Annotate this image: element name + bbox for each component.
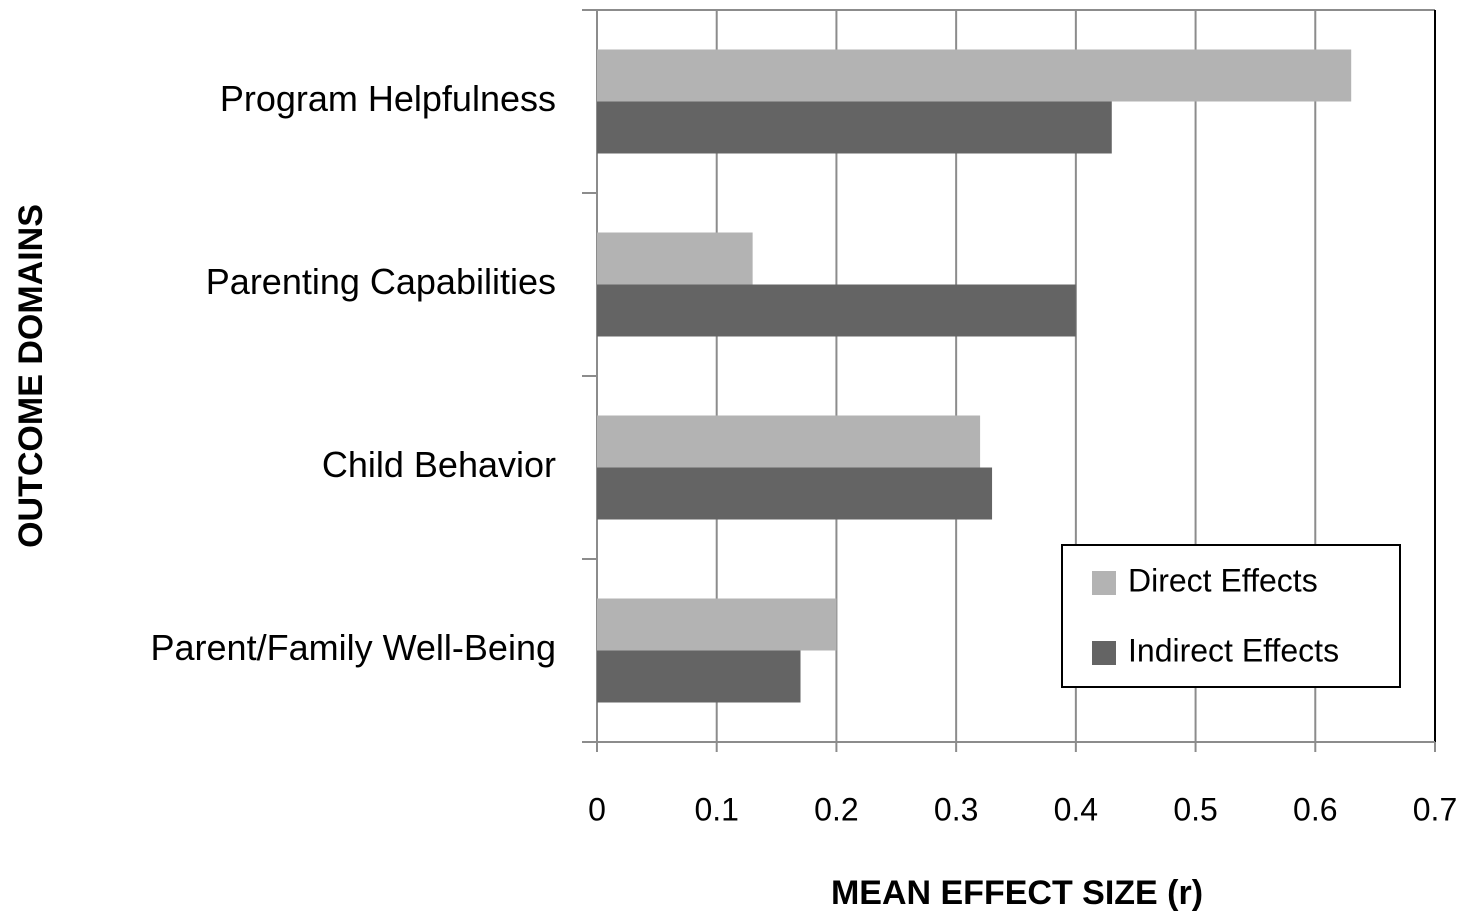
bar [597, 467, 993, 520]
x-tick-label: 0.3 [934, 791, 978, 827]
bar [597, 232, 753, 285]
x-tick-label: 0 [588, 791, 606, 827]
legend-label: Direct Effects [1128, 562, 1318, 598]
x-tick-label: 0.7 [1413, 791, 1457, 827]
y-tick-label: Parenting Capabilities [206, 261, 556, 302]
y-axis-title: OUTCOME DOMAINS [12, 204, 50, 548]
legend-box [1061, 544, 1401, 688]
bar [597, 101, 1112, 154]
x-axis-title: MEAN EFFECT SIZE (r) [831, 874, 1203, 912]
x-tick-label: 0.2 [814, 791, 858, 827]
legend: Direct Effects Indirect Effects [1061, 544, 1401, 688]
y-tick-label: Child Behavior [322, 444, 556, 485]
bar [597, 415, 981, 468]
x-tick-label: 0.4 [1054, 791, 1098, 827]
legend-swatch [1092, 641, 1116, 665]
x-tick-label: 0.1 [694, 791, 738, 827]
y-tick-label: Program Helpfulness [220, 78, 556, 119]
x-tick-label: 0.5 [1173, 791, 1217, 827]
bar [597, 598, 837, 651]
bar [597, 49, 1352, 102]
y-tick-label: Parent/Family Well-Being [151, 627, 556, 668]
bar [597, 284, 1076, 337]
legend-swatch [1092, 571, 1116, 595]
x-tick-label: 0.6 [1293, 791, 1337, 827]
legend-label: Indirect Effects [1128, 632, 1339, 668]
bar [597, 650, 801, 703]
